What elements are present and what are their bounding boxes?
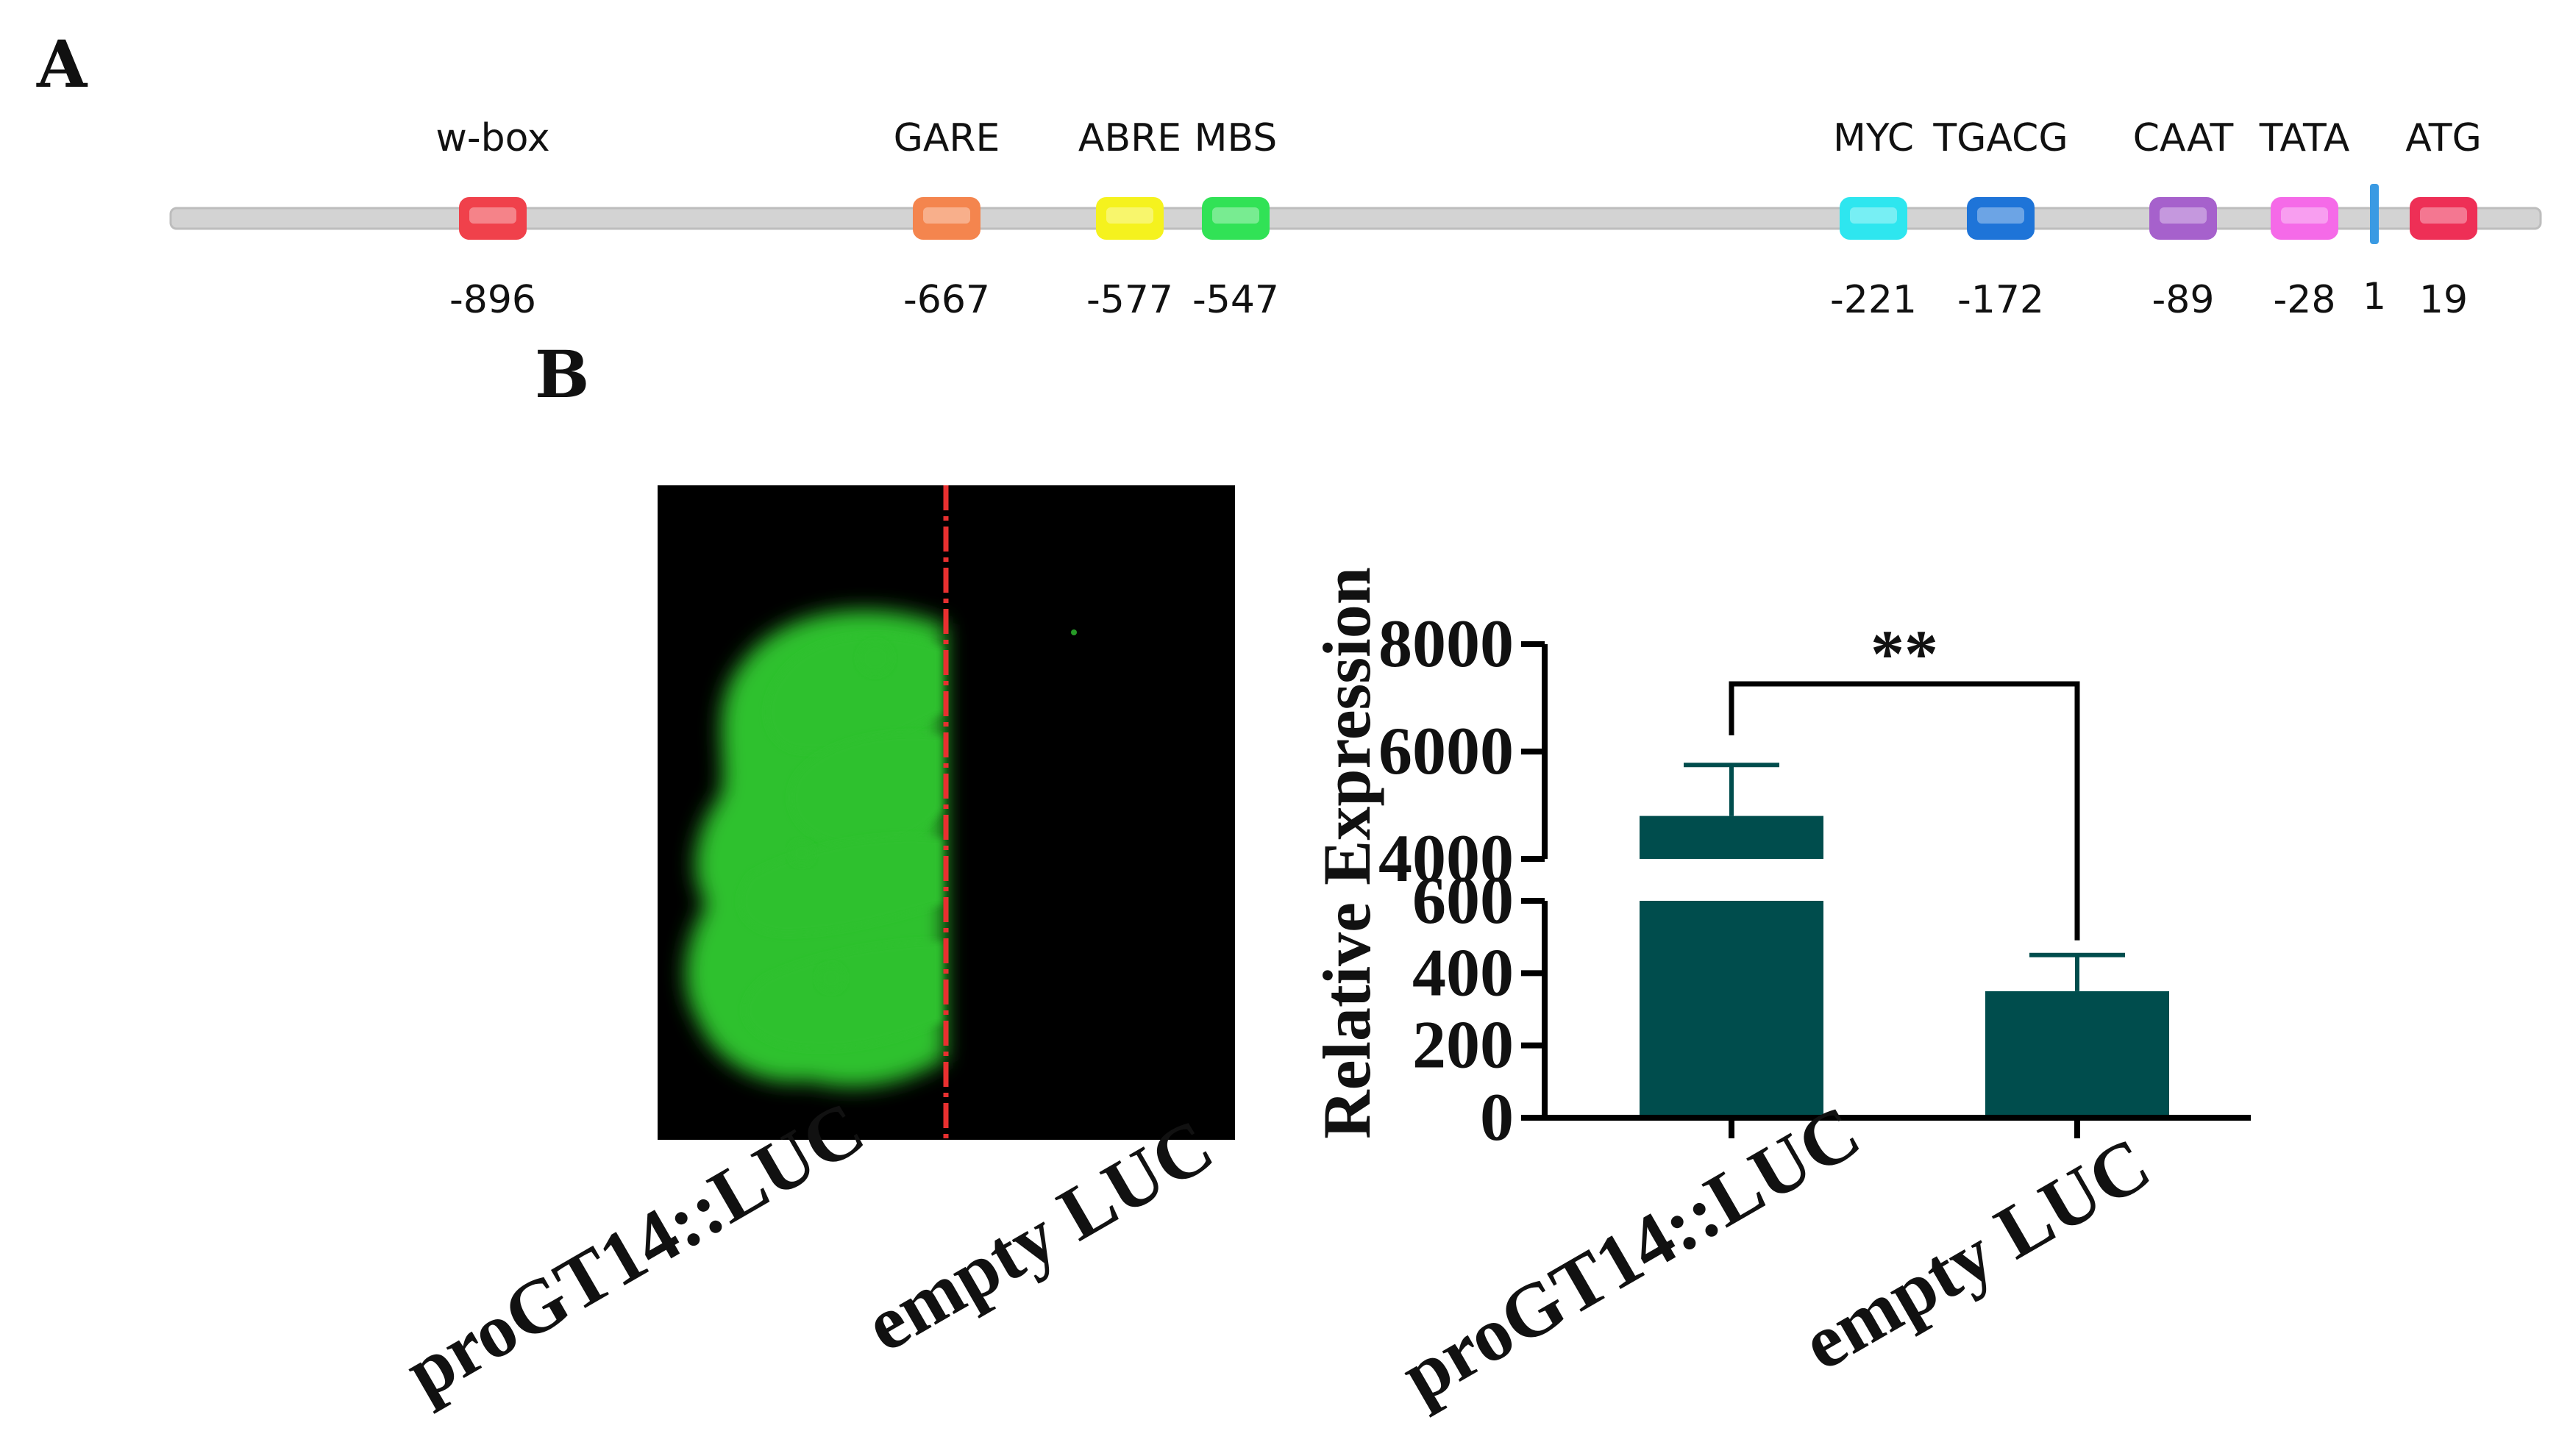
y-axis-title: Relative Expression <box>1309 567 1384 1139</box>
site-box <box>1096 197 1164 240</box>
luciferase-image <box>658 485 1235 1140</box>
tss-marker <box>2370 184 2379 244</box>
site-w-box: w-box -896 <box>435 116 549 322</box>
site-position: -89 <box>2152 278 2215 322</box>
tss-label: 1 <box>2363 275 2386 318</box>
site-position: -667 <box>903 278 990 322</box>
y-tick-label: 4000 <box>1378 821 1514 896</box>
site-position: -221 <box>1830 278 1917 322</box>
site-position: -172 <box>1957 278 2044 322</box>
site-box-highlight <box>2281 207 2328 224</box>
site-box-highlight <box>1106 207 1153 224</box>
site-box <box>2410 197 2477 240</box>
image-label-left: proGT14::LUC <box>391 1085 878 1415</box>
significance-bracket <box>1729 681 2080 941</box>
site-box-highlight <box>2420 207 2467 224</box>
bar-lower-segment <box>1640 901 1823 1118</box>
site-position: -896 <box>449 278 536 322</box>
site-box-highlight <box>1212 207 1259 224</box>
site-position: 19 <box>2419 278 2468 322</box>
site-gare: GARE -667 <box>894 116 1000 322</box>
site-name: ATG <box>2405 116 2482 160</box>
site-box <box>459 197 527 240</box>
site-box-highlight <box>2160 207 2207 224</box>
site-mbs: MBS -547 <box>1192 116 1279 322</box>
site-atg: ATG 19 <box>2405 116 2482 322</box>
site-name: w-box <box>435 116 549 160</box>
site-box-highlight <box>469 207 516 224</box>
y-tick-label: 0 <box>1480 1079 1514 1155</box>
site-box <box>1840 197 1907 240</box>
site-box <box>2271 197 2338 240</box>
site-name: MBS <box>1195 116 1278 160</box>
site-name: CAAT <box>2133 116 2234 160</box>
fluorescent-leaf-signal <box>685 610 1077 1088</box>
panel-b-label: B <box>535 336 589 413</box>
bar <box>1985 991 2169 1118</box>
y-tick-label: 400 <box>1412 935 1514 1010</box>
site-position: -547 <box>1192 278 1279 322</box>
site-name: ABRE <box>1078 116 1181 160</box>
site-name: TATA <box>2259 116 2350 160</box>
site-name: MYC <box>1833 116 1914 160</box>
y-tick-label: 600 <box>1412 863 1514 938</box>
site-box-highlight <box>1977 207 2024 224</box>
promoter-line <box>169 207 2542 230</box>
panel-a-label: A <box>36 26 88 102</box>
site-box <box>1967 197 2035 240</box>
site-position: -577 <box>1086 278 1173 322</box>
site-abre: ABRE -577 <box>1078 116 1181 322</box>
site-tata: TATA -28 <box>2259 116 2350 322</box>
site-name: GARE <box>894 116 1000 160</box>
site-box-highlight <box>1850 207 1897 224</box>
promoter-map: w-box -896 GARE -667 ABRE -577 MBS -547 MYC -221 T… <box>169 116 2542 322</box>
site-myc: MYC -221 <box>1830 116 1917 322</box>
site-box <box>913 197 980 240</box>
significance-label: ** <box>1871 616 1938 691</box>
image-label-right: empty LUC <box>852 1103 1227 1368</box>
site-caat: CAAT -89 <box>2133 116 2234 322</box>
cis-element-sites: w-box -896 GARE -667 ABRE -577 MBS -547 MYC -221 T… <box>435 116 2481 322</box>
y-tick-label: 200 <box>1412 1007 1514 1082</box>
site-box <box>2149 197 2217 240</box>
y-tick-label: 6000 <box>1378 713 1514 788</box>
site-name: TGACG <box>1932 116 2068 160</box>
bar-upper-segment <box>1640 816 1823 859</box>
site-box-highlight <box>923 207 970 224</box>
site-tgacg: TGACG -172 <box>1932 116 2068 322</box>
site-position: -28 <box>2274 278 2336 322</box>
site-box <box>1202 197 1270 240</box>
x-category-label: proGT14::LUC <box>1387 1089 1873 1418</box>
y-tick-label: 8000 <box>1378 606 1514 681</box>
